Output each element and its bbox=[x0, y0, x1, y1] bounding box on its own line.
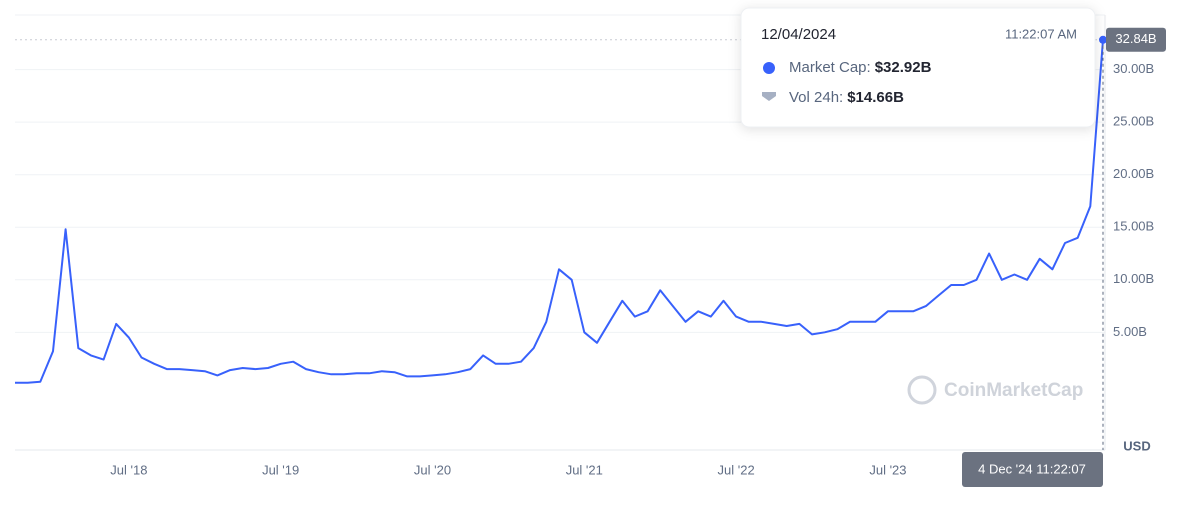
last-value-box bbox=[1106, 27, 1166, 52]
tooltip-label: Market Cap: bbox=[789, 59, 871, 76]
crosshair-box bbox=[962, 452, 1103, 487]
last-value-dot bbox=[1099, 35, 1107, 44]
x-tick-label: Jul '18 bbox=[110, 462, 147, 477]
x-tick-label: Jul '20 bbox=[414, 462, 451, 477]
y-tick-label: 20.00B bbox=[1113, 166, 1154, 181]
x-tick-label: Jul '19 bbox=[262, 462, 299, 477]
tooltip-item: Market Cap: $32.92B bbox=[789, 59, 932, 76]
line bbox=[15, 39, 1104, 384]
tooltip-box bbox=[740, 7, 1096, 128]
watermark-logo bbox=[907, 375, 937, 405]
x-tick-label: Jul '21 bbox=[566, 462, 603, 477]
tooltip-time: 11:22:07 AM bbox=[1005, 26, 1077, 41]
tooltip-marker bbox=[762, 92, 776, 101]
y-tick-label: 30.00B bbox=[1113, 61, 1154, 76]
unit-label: USD bbox=[1123, 438, 1150, 453]
tooltip-marker bbox=[763, 62, 775, 74]
y-tick-label: 10.00B bbox=[1113, 271, 1154, 286]
tooltip-label: Vol 24h: bbox=[789, 89, 843, 106]
tooltip-value: $32.92B bbox=[875, 59, 932, 76]
x-tick-label: Jul '23 bbox=[869, 462, 906, 477]
y-tick-label: 15.00B bbox=[1113, 219, 1154, 234]
last-value-label: 32.84B bbox=[1115, 31, 1156, 46]
watermark-text: CoinMarketCap bbox=[944, 380, 1083, 401]
tooltip: 12/04/2024 11:22:07 AM Market Cap: $32.92… bbox=[740, 7, 1096, 128]
x-tick-label: Jul '22 bbox=[718, 462, 755, 477]
y-tick-label: 25.00B bbox=[1113, 114, 1154, 129]
tooltip-value: $14.66B bbox=[847, 89, 904, 106]
watermark: CoinMarketCap bbox=[907, 375, 1083, 405]
crosshair-label: 4 Dec '24 11:22:07 bbox=[978, 461, 1086, 476]
tooltip-item: Vol 24h: $14.66B bbox=[789, 89, 904, 106]
tooltip-date: 12/04/2024 bbox=[761, 26, 836, 43]
y-tick-label: 5.00B bbox=[1113, 324, 1147, 339]
